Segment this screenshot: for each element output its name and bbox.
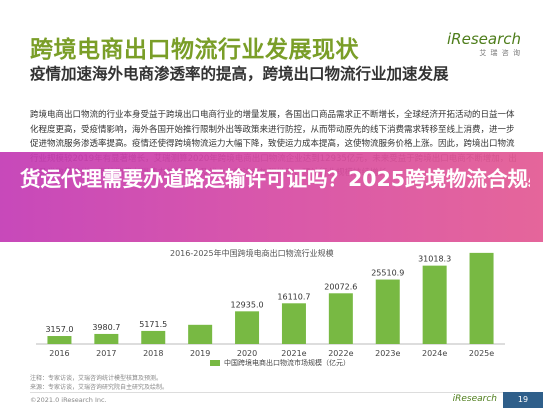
tick-label-2022e: 2022e — [328, 349, 353, 358]
bar-2025e — [469, 252, 494, 344]
tick-label-2023e: 2023e — [375, 349, 400, 358]
value-label-2017: 3980.7 — [92, 323, 120, 332]
bar-2018 — [141, 330, 166, 344]
bar-2020 — [235, 311, 260, 344]
chart-notes: 注释：专家访谈，艾瑞咨询统计模型核算及预测。 来源：专家访谈，艾瑞咨询研究院自主… — [30, 374, 168, 392]
tick-label-2024e: 2024e — [422, 349, 447, 358]
value-label-2021e: 16110.7 — [277, 292, 310, 301]
copyright-text: ©2021.0 iResearch Inc. — [30, 396, 107, 404]
note-line-1: 注释：专家访谈，艾瑞咨询统计模型核算及预测。 — [30, 375, 163, 382]
logo-sub: 艾 瑞 咨 询 — [479, 49, 521, 57]
tick-label-2025e: 2025e — [469, 349, 494, 358]
bar-2019 — [188, 324, 213, 344]
tick-label-2016: 2016 — [49, 349, 69, 358]
page-number: 19 — [503, 392, 543, 408]
value-label-2020: 12935.0 — [231, 300, 264, 309]
iresearch-logo: iResearch 艾 瑞 咨 询 — [447, 30, 521, 58]
banner-headline[interactable]: 货运代理需要办道路运输许可证吗？2025跨境物流合规必懂的资质真 — [20, 167, 530, 191]
bar-2017 — [94, 333, 119, 344]
legend-swatch — [210, 360, 220, 366]
tick-label-2021e: 2021e — [281, 349, 306, 358]
tick-label-2017: 2017 — [96, 349, 116, 358]
legend-label: 中国跨境电商出口物流市场规模（亿元） — [224, 359, 350, 367]
value-label-2016: 3157.0 — [45, 325, 73, 334]
note-line-2: 来源：专家访谈，艾瑞咨询研究院自主研究及绘制。 — [30, 384, 169, 391]
overlay-banner[interactable] — [0, 152, 543, 242]
value-label-2024e: 31018.3 — [418, 255, 451, 264]
value-label-2022e: 20072.6 — [324, 282, 357, 291]
footer-divider — [30, 392, 513, 393]
chart-legend: 中国跨境电商出口物流市场规模（亿元） — [210, 358, 350, 368]
tick-label-2020: 2020 — [237, 349, 257, 358]
footer-logo: iResearch — [452, 394, 497, 404]
tick-label-2018: 2018 — [143, 349, 163, 358]
value-label-2018: 5171.5 — [139, 320, 167, 329]
chart-title: 2016-2025年中国跨境电商出口物流行业规模 — [170, 249, 334, 258]
page-footer: ©2021.0 iResearch Inc. iResearch 19 — [0, 392, 543, 408]
page-title: 跨境电商出口物流行业发展现状 — [30, 37, 359, 63]
logo-main: iResearch — [447, 30, 521, 48]
bar-2021e — [281, 303, 306, 344]
bar-2023e — [375, 279, 400, 344]
bar-2024e — [422, 265, 447, 344]
value-label-2023e: 25510.9 — [371, 269, 404, 278]
bar-2016 — [47, 336, 72, 344]
tick-label-2019: 2019 — [190, 349, 210, 358]
bar-2022e — [328, 293, 353, 344]
section-subtitle: 疫情加速海外电商渗透率的提高，跨境出口物流行业加速发展 — [30, 65, 449, 83]
